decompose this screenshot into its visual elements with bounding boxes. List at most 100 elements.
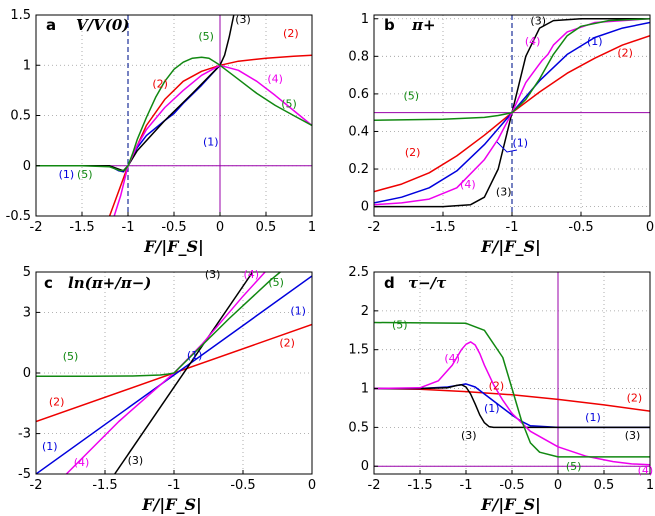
x-tick-label: -0.5 bbox=[568, 220, 593, 235]
x-tick-label: -1 bbox=[168, 478, 181, 493]
curve-label-1: (1) bbox=[59, 168, 75, 181]
y-tick-label: -0.5 bbox=[6, 209, 31, 224]
x-tick-label: -2 bbox=[30, 478, 43, 493]
curve-label-5: (5) bbox=[63, 350, 79, 363]
panel-c-plot-area: -2 -1.5 -1 -0.5 0 -5 -3 0 3 5 (1) (1) (1) (2) (2) (3) (3… bbox=[18, 265, 316, 493]
y-tick-label: 0 bbox=[361, 459, 369, 474]
panel-d-xlabel: F/|F_S| bbox=[480, 495, 541, 514]
y-tick-label: 0.5 bbox=[348, 420, 369, 435]
x-tick-label: 0 bbox=[216, 220, 224, 235]
x-tick-label: 0 bbox=[554, 478, 562, 493]
x-tick-label: 1 bbox=[308, 220, 316, 235]
panel-c-xlabel: F/|F_S| bbox=[141, 495, 202, 514]
x-tick-label: 1 bbox=[646, 478, 654, 493]
y-tick-label: -5 bbox=[18, 467, 31, 482]
curve-label-2: (2) bbox=[283, 27, 299, 40]
y-tick-label: 1 bbox=[361, 382, 369, 397]
x-tick-label: -2 bbox=[368, 478, 381, 493]
curve-label-2: (2) bbox=[405, 146, 421, 159]
x-tick-label: 0.5 bbox=[594, 478, 615, 493]
series-line-3 bbox=[114, 272, 254, 474]
x-tick-label: -1.5 bbox=[92, 478, 117, 493]
y-tick-label: 0 bbox=[23, 159, 31, 174]
panel-b-plot-area: -2 -1.5 -1 -0.5 0 0 0.2 0.4 0.6 0.8 1 (1) (1) (2) (2) (… bbox=[348, 12, 654, 235]
panel-a: -2 -1.5 -1 -0.5 0 0.5 1 -0.5 0 0.5 1 1.5 (1) (1) (2) (2… bbox=[6, 8, 317, 256]
x-tick-label: 0 bbox=[646, 220, 654, 235]
panel-b-title: π+ bbox=[411, 16, 436, 34]
y-tick-label: 5 bbox=[23, 265, 31, 280]
x-tick-label: -1 bbox=[122, 220, 135, 235]
curve-label-3: (3) bbox=[235, 13, 251, 26]
panel-b: -2 -1.5 -1 -0.5 0 0 0.2 0.4 0.6 0.8 1 (1) (1) (2) (2) (… bbox=[348, 12, 654, 256]
y-tick-label: 0.4 bbox=[348, 124, 369, 139]
y-tick-label: 1.5 bbox=[10, 8, 31, 23]
curve-label-4: (4) bbox=[525, 35, 541, 48]
curve-label-2: (2) bbox=[627, 392, 643, 405]
panel-c: -2 -1.5 -1 -0.5 0 -5 -3 0 3 5 (1) (1) (1) (2) (2) (3) (3… bbox=[18, 265, 316, 514]
panel-c-title: ln(π+/π−) bbox=[68, 274, 151, 292]
panel-d-series bbox=[374, 321, 650, 466]
curve-label-1: (1) bbox=[187, 349, 203, 362]
curve-label-4: (4) bbox=[444, 352, 460, 365]
panel-a-title: V/V(0) bbox=[76, 16, 129, 34]
y-tick-label: 1 bbox=[23, 58, 31, 73]
curve-label-3: (3) bbox=[496, 185, 512, 198]
series-line-5 bbox=[374, 321, 650, 458]
curve-label-5: (5) bbox=[566, 460, 582, 473]
curve-label-3: (3) bbox=[461, 429, 477, 442]
curve-label-4: (4) bbox=[638, 464, 654, 477]
x-tick-label: 0 bbox=[308, 478, 316, 493]
y-tick-label: 0 bbox=[361, 200, 369, 215]
x-tick-label: -2 bbox=[368, 220, 381, 235]
y-tick-label: 2 bbox=[361, 304, 369, 319]
curve-label-5: (5) bbox=[403, 90, 419, 103]
y-tick-label: 0.6 bbox=[348, 87, 369, 102]
panel-a-xlabel: F/|F_S| bbox=[143, 237, 204, 256]
curve-label-4: (4) bbox=[74, 456, 90, 469]
panel-a-letter: a bbox=[46, 16, 56, 34]
y-tick-label: 0.8 bbox=[348, 49, 369, 64]
curve-label-1: (1) bbox=[203, 136, 219, 149]
panel-d: -2 -1.5 -1 -0.5 0 0.5 1 0 0.5 1 1.5 2 2.5 (1) (1) (2) (2… bbox=[348, 265, 654, 514]
curve-label-1: (1) bbox=[290, 304, 306, 317]
curve-label-1: (1) bbox=[42, 440, 58, 453]
curve-label-5: (5) bbox=[392, 319, 408, 332]
y-tick-label: 0.5 bbox=[10, 109, 31, 124]
curve-label-5: (5) bbox=[198, 30, 214, 43]
curve-label-3: (3) bbox=[205, 268, 221, 281]
x-tick-label: -1.5 bbox=[430, 220, 455, 235]
panel-a-plot-area: -2 -1.5 -1 -0.5 0 0.5 1 -0.5 0 0.5 1 1.5 (1) (1) (2) (2… bbox=[6, 8, 317, 235]
y-tick-label: 1 bbox=[361, 12, 369, 27]
curve-label-4: (4) bbox=[267, 72, 283, 85]
panel-b-letter: b bbox=[384, 16, 395, 34]
x-tick-label: -0.5 bbox=[230, 478, 255, 493]
x-tick-label: -1.5 bbox=[407, 478, 432, 493]
y-tick-label: 0 bbox=[23, 366, 31, 381]
panel-c-series bbox=[36, 272, 312, 474]
panel-d-letter: d bbox=[384, 274, 395, 292]
x-tick-label: -2 bbox=[30, 220, 43, 235]
panel-d-title: τ−/τ bbox=[408, 274, 447, 292]
curve-label-1: (1) bbox=[585, 411, 601, 424]
panel-b-xlabel: F/|F_S| bbox=[480, 237, 541, 256]
x-tick-label: -1 bbox=[460, 478, 473, 493]
curve-label-2: (2) bbox=[489, 379, 505, 392]
curve-label-2: (2) bbox=[279, 337, 295, 350]
y-tick-label: 2.5 bbox=[348, 265, 369, 280]
series-line-5 bbox=[36, 56, 312, 172]
curve-label-2: (2) bbox=[152, 77, 168, 90]
series-line-2 bbox=[374, 387, 650, 412]
x-tick-label: 0.5 bbox=[256, 220, 277, 235]
panel-b-series bbox=[374, 18, 650, 208]
series-line-5 bbox=[374, 18, 650, 121]
curve-label-4: (4) bbox=[243, 268, 259, 281]
curve-label-5: (5) bbox=[281, 97, 297, 110]
curve-label-2: (2) bbox=[617, 46, 633, 59]
leader-line-1 bbox=[496, 141, 518, 153]
curve-label-3: (3) bbox=[530, 14, 546, 27]
curve-label-1: (1) bbox=[587, 35, 603, 48]
curve-label-5: (5) bbox=[268, 276, 284, 289]
panel-c-letter: c bbox=[44, 274, 53, 292]
curve-label-3: (3) bbox=[128, 454, 144, 467]
